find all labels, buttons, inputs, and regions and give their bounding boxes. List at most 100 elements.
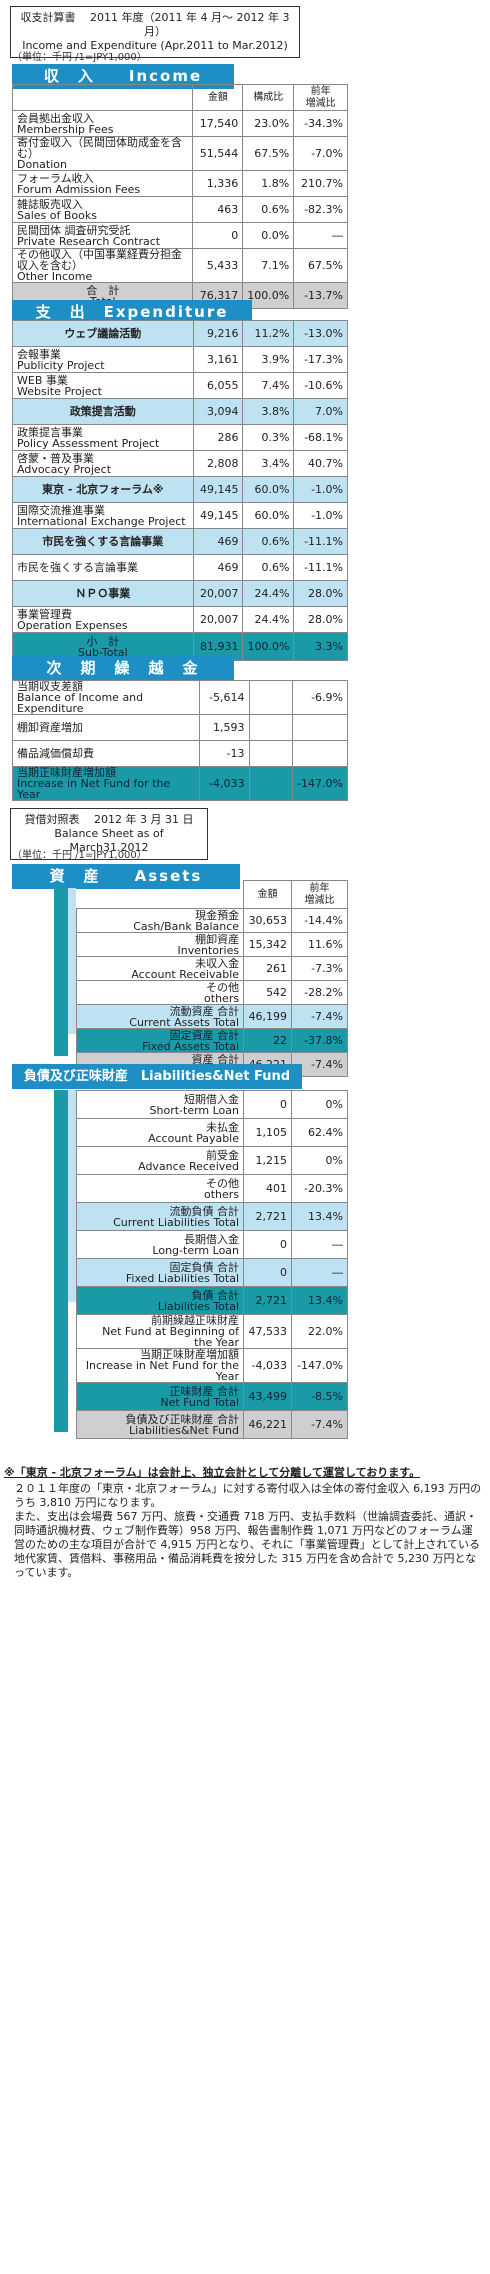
- liab-row-change: 13.4%: [291, 1286, 348, 1315]
- income-row-label: 会員拠出金収入 Membership Fees: [11, 110, 194, 137]
- carryover-row-label: 当期正味財産増加額 Increase in Net Fund for the Ye…: [12, 766, 200, 801]
- carryover-row-label-jp: 当期収支差額: [17, 680, 83, 693]
- assets-row-label: 流動資産 合計 Current Assets Total: [75, 1004, 245, 1029]
- assets-row-label-en: Cash/Bank Balance: [133, 919, 240, 933]
- income-row: その他収入（中国事業経費分担金収入を含む） Other Income 5,433 7.…: [11, 248, 348, 283]
- carryover-blank: [248, 766, 294, 801]
- income-row-label-jp: 寄付金収入（民間団体助成金を含む）: [17, 136, 182, 160]
- expenditure-row-label-en: Advocacy Project: [17, 462, 112, 476]
- income-row-label-jp: フォーラム收入: [17, 171, 94, 185]
- footnote-body: ２０１１年度の「東京・北京フォーラム」に対する寄付収入は全体の寄付金収入 6,1…: [14, 1482, 482, 1579]
- expenditure-ratio: 60.0%: [242, 476, 295, 503]
- liab-row-label: 正味財産 合計 Net Fund Total: [75, 1382, 245, 1411]
- carryover-blank: [248, 714, 294, 741]
- expenditure-row-label-en: Operation Expenses: [17, 618, 128, 632]
- income-row-label-en: Forum Admission Fees: [17, 182, 141, 196]
- income-row-ratio: 67.5%: [242, 136, 295, 171]
- liab-row-amount: 0: [243, 1258, 292, 1287]
- liab-row-label: その他 others: [75, 1174, 245, 1203]
- expenditure-category-label-jp: ＮＰＯ事業: [75, 587, 131, 600]
- liab-row-label-en: Net Fund at Beginning of the Year: [102, 1325, 240, 1349]
- liab-row: 前期繰越正味財産 Net Fund at Beginning of the Yea…: [75, 1314, 348, 1349]
- liab-row: 負債 合計 Liabilities Total 2,721 13.4%: [75, 1286, 348, 1315]
- liab-row-change: 62.4%: [291, 1118, 348, 1147]
- assets-row-amount: 30,653: [243, 908, 293, 933]
- expenditure-row-label-jp: 事業管理費: [17, 607, 72, 621]
- income-row-label-jp: 雑誌販売収入: [17, 197, 83, 211]
- income-row-change: -34.3%: [293, 110, 348, 137]
- expenditure-row: 政策提言事業 Policy Assessment Project 286 0.3% -6…: [12, 424, 348, 451]
- assets-row-change: -7.4%: [291, 1004, 348, 1029]
- carryover-change: [292, 740, 348, 767]
- assets-row: その他 others 542 -28.2%: [75, 980, 348, 1005]
- liab-row-label-en: Liabilities&Net Fund: [129, 1423, 240, 1437]
- expenditure-row-label-en: Policy Assessment Project: [17, 436, 160, 450]
- assets-row-amount: 261: [243, 956, 293, 981]
- liab-row-label: 未払金 Account Payable: [75, 1118, 245, 1147]
- liab-row: 未払金 Account Payable 1,105 62.4%: [75, 1118, 348, 1147]
- carryover-section-header: 次 期 繰 越 金: [12, 656, 234, 681]
- expenditure-change: -11.1%: [293, 554, 348, 581]
- income-row: 雑誌販売収入 Sales of Books 463 0.6% -82.3%: [11, 196, 348, 223]
- assets-row-label-jp: 流動資産 合計: [169, 1004, 240, 1018]
- carryover-row-label-en: Balance of Income and Expenditure: [17, 691, 144, 715]
- assets-row: 棚卸資産 Inventories 15,342 11.6%: [75, 932, 348, 957]
- expenditure-amount: 9,216: [192, 320, 244, 347]
- liab-row-label-jp: 前期繰越正味財産: [151, 1314, 240, 1327]
- assets-row-label-en: others: [204, 991, 240, 1005]
- expenditure-change: -1.0%: [293, 502, 348, 529]
- income-row-change: 67.5%: [293, 248, 348, 283]
- liab-row-label-jp: 正味財産 合計: [169, 1384, 240, 1398]
- assets-row-label: その他 others: [75, 980, 245, 1005]
- assets-row-label-en: Current Assets Total: [129, 1015, 240, 1029]
- income-col-change: 前年 増減比: [293, 84, 348, 111]
- carryover-table: 当期収支差額 Balance of Income and Expenditure -…: [12, 680, 348, 801]
- expenditure-row-label: WEB 事業 Website Project: [12, 372, 194, 399]
- assets-row-label-jp: その他: [206, 980, 240, 994]
- expenditure-ratio: 0.6%: [242, 528, 295, 555]
- expenditure-category-label: ウェブ議論活動: [12, 320, 194, 347]
- income-row-label: 寄付金収入（民間団体助成金を含む） Donation: [11, 136, 194, 171]
- carryover-change: -147.0%: [292, 766, 348, 801]
- liab-row-amount: 1,215: [243, 1146, 292, 1175]
- liab-row-label: 当期正味財産増加額 Increase in Net Fund for the Ye…: [75, 1348, 245, 1383]
- expenditure-change: 28.0%: [293, 580, 348, 607]
- expenditure-category-label: ＮＰＯ事業: [12, 580, 194, 607]
- expenditure-ratio: 3.4%: [242, 450, 295, 477]
- liab-row: 長期借入金 Long-term Loan 0 ―: [75, 1230, 348, 1259]
- income-total-change: -13.7%: [293, 282, 348, 309]
- expenditure-row-label: 啓蒙・普及事業 Advocacy Project: [12, 450, 194, 477]
- carryover-row: 当期正味財産増加額 Increase in Net Fund for the Ye…: [12, 766, 348, 801]
- assets-header-blank: [77, 881, 244, 909]
- expenditure-ratio: 24.4%: [242, 606, 295, 633]
- income-table: 金額 構成比 前年 増減比 会員拠出金収入 Membership Fees 17,540 2…: [11, 84, 348, 309]
- liab-row-label: 短期借入金 Short-term Loan: [75, 1090, 245, 1119]
- expenditure-ratio: 11.2%: [242, 320, 295, 347]
- carryover-row: 棚卸資産増加 1,593: [12, 714, 348, 741]
- expenditure-amount: 49,145: [192, 502, 244, 529]
- expenditure-change: 28.0%: [293, 606, 348, 633]
- expenditure-change: -1.0%: [293, 476, 348, 503]
- assets-row-label-jp: 棚卸資産: [195, 932, 240, 946]
- expenditure-category-label-jp: 市民を強くする言論事業: [42, 535, 164, 548]
- carryover-change: [292, 714, 348, 741]
- expenditure-row-label-jp: 市民を強くする言論事業: [17, 561, 138, 574]
- expenditure-row-label-en: Website Project: [17, 384, 102, 398]
- liabilities-side-bar-outer: [54, 1090, 68, 1432]
- liab-row-label-jp: 負債 合計: [191, 1288, 240, 1302]
- income-statement-title-jp: 収支計算書 2011 年度（2011 年 4 月～ 2012 年 3 月）: [20, 11, 290, 38]
- expenditure-category-row: ＮＰＯ事業 20,007 24.4% 28.0%: [12, 580, 348, 607]
- assets-row-change: -14.4%: [291, 908, 348, 933]
- expenditure-category-label: 政策提言活動: [12, 398, 194, 425]
- assets-table: 金額 前年 増減比 現金預金 Cash/Bank Balance 30,653 -14.4…: [75, 880, 348, 1077]
- assets-row-label: 現金預金 Cash/Bank Balance: [75, 908, 245, 933]
- expenditure-subtotal-label-jp: 小 計: [86, 634, 120, 648]
- expenditure-category-row: ウェブ議論活動 9,216 11.2% -13.0%: [12, 320, 348, 347]
- liab-row-label-jp: 前受金: [206, 1148, 240, 1162]
- carryover-amount: -4,033: [198, 766, 250, 801]
- assets-side-bar-outer: [54, 888, 68, 1056]
- expenditure-amount: 49,145: [192, 476, 244, 503]
- expenditure-row: 啓蒙・普及事業 Advocacy Project 2,808 3.4% 40.7%: [12, 450, 348, 477]
- income-row: フォーラム收入 Forum Admission Fees 1,336 1.8% 210.…: [11, 170, 348, 197]
- income-row-amount: 0: [192, 222, 244, 249]
